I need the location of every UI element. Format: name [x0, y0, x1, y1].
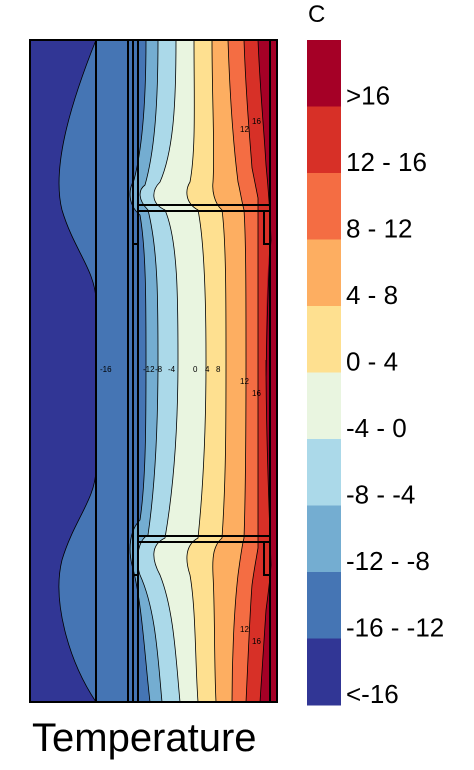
legend-swatch-6 [307, 439, 341, 506]
legend-swatch-8 [307, 572, 341, 639]
legend-label-8: -16 - -12 [346, 613, 444, 643]
contour-labels-bottom: 12 16 [240, 625, 261, 646]
legend-swatch-9 [307, 638, 341, 706]
contour-label-mid-8: 8 [216, 365, 221, 374]
upper-stud [132, 204, 270, 245]
contour-label-top-16: 16 [252, 117, 261, 126]
figure-caption: Temperature [32, 716, 257, 760]
legend-unit-label: C [308, 1, 325, 28]
contour-plot: 12 16 -16 -12 -8 -4 0 4 8 12 16 12 16 [29, 39, 278, 703]
contour-label-top-12: 12 [240, 125, 249, 134]
legend-label-6: -8 - -4 [346, 480, 415, 510]
legend-label-0: >16 [346, 81, 390, 111]
legend-label-4: 0 - 4 [346, 347, 398, 377]
legend-swatch-3 [307, 239, 341, 307]
contour-label-mid-neg4: -4 [168, 365, 176, 374]
contour-labels-top: 12 16 [240, 117, 261, 134]
contour-label-mid-16: 16 [252, 389, 261, 398]
legend-label-2: 8 - 12 [346, 214, 413, 244]
contour-labels-middle: -16 -12 -8 -4 0 4 8 12 16 [100, 365, 261, 398]
legend-labels: >16 12 - 16 8 - 12 4 - 8 0 - 4 -4 - 0 -8 - -4 -… [346, 81, 444, 710]
wall-layer-lines [95, 40, 271, 702]
contour-label-mid-4: 4 [205, 365, 210, 374]
legend-label-1: 12 - 16 [346, 147, 427, 177]
contour-label-bottom-12: 12 [240, 625, 249, 634]
legend-swatch-4 [307, 306, 341, 373]
contour-label-mid-0: 0 [193, 365, 198, 374]
legend-swatch-0 [307, 40, 341, 107]
legend-label-7: -12 - -8 [346, 546, 430, 576]
contour-label-mid-neg8: -8 [155, 365, 163, 374]
legend-label-5: -4 - 0 [346, 413, 407, 443]
legend-label-3: 4 - 8 [346, 280, 398, 310]
plot-frame [29, 39, 278, 703]
legend-swatch-5 [307, 372, 341, 440]
legend-swatch-2 [307, 173, 341, 240]
contour-label-bottom-16: 16 [252, 637, 261, 646]
contour-label-mid-neg16: -16 [100, 365, 112, 374]
legend-swatches [307, 40, 341, 706]
contour-label-mid-neg12: -12 [143, 365, 155, 374]
band-gt-16 [258, 40, 277, 702]
legend: C >16 12 - 16 8 - 12 4 - 8 0 - 4 -4 - 0 -8 - -… [307, 1, 444, 709]
contour-label-mid-12: 12 [240, 377, 249, 386]
legend-swatch-7 [307, 505, 341, 573]
legend-label-9: <-16 [346, 679, 399, 709]
lower-stud [132, 535, 270, 576]
legend-swatch-1 [307, 106, 341, 174]
